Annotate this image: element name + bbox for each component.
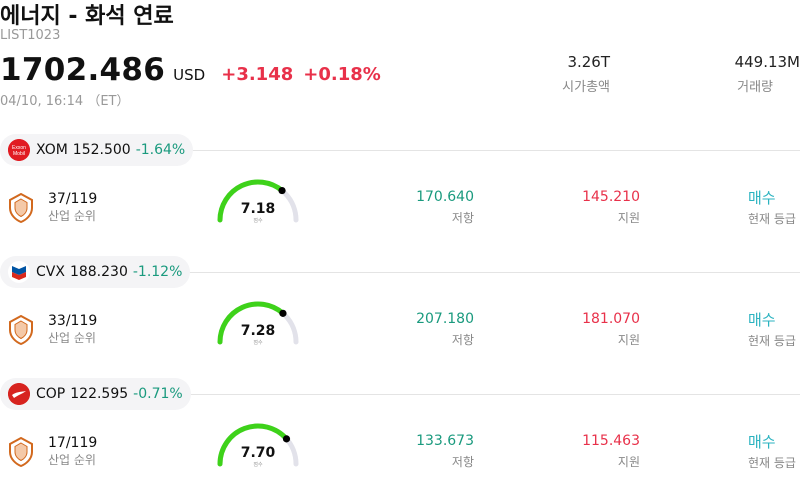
market-cap-value: 3.26T — [567, 53, 610, 71]
conocophillips-logo-icon — [8, 383, 30, 405]
industry-rank-value: 17/119 — [48, 435, 98, 451]
svg-text:Exxon: Exxon — [12, 145, 26, 151]
industry-rank-label: 산업 순위 — [48, 453, 96, 467]
price-row: 1702.486 USD +3.148 +0.18% — [0, 52, 381, 88]
volume-label: 거래량 — [737, 80, 773, 95]
rating-buy: 매수 — [748, 189, 776, 207]
resistance-value: 207.180 — [416, 311, 474, 327]
score-gauge — [217, 179, 299, 223]
stock-pill[interactable]: CVX 188.230 -1.12% — [0, 256, 191, 288]
rating-label: 현재 등급 — [748, 212, 796, 226]
score-gauge — [217, 301, 299, 345]
rating-buy: 매수 — [748, 311, 776, 329]
support-block: 145.210 지원 — [550, 189, 640, 226]
market-cap-stat: 3.26T 시가총액 — [562, 53, 610, 95]
industry-rank-label: 산업 순위 — [48, 331, 96, 345]
score-value: 7.18 — [240, 201, 276, 217]
quote-datetime: 04/10, 16:14 （ET） — [0, 94, 130, 109]
resistance-block: 133.673 저항 — [384, 433, 474, 470]
sector-code: LIST1023 — [0, 28, 61, 43]
stock-symbol: COP — [36, 386, 66, 402]
resistance-value: 133.673 — [416, 433, 474, 449]
market-cap-label: 시가총액 — [562, 80, 610, 95]
chevron-logo-icon — [8, 261, 30, 283]
support-value: 145.210 — [582, 189, 640, 205]
rating-label: 현재 등급 — [748, 334, 796, 348]
resistance-label: 저항 — [451, 211, 474, 225]
currency-label: USD — [173, 66, 206, 84]
volume-stat: 449.13M 거래량 — [735, 53, 800, 95]
industry-rank-value: 33/119 — [48, 313, 98, 329]
stock-price: 188.230 — [69, 264, 128, 280]
shield-rank-icon — [9, 315, 33, 345]
support-value: 115.463 — [582, 433, 640, 449]
section-divider — [186, 394, 800, 395]
gauge-needle-dot — [278, 186, 286, 195]
gauge-fill — [217, 423, 290, 467]
shield-rank-icon — [9, 437, 33, 467]
score-label: 점수 — [253, 218, 263, 224]
gauge-fill — [217, 301, 286, 345]
support-label: 지원 — [617, 455, 640, 469]
price-change: +3.148 — [221, 64, 294, 85]
resistance-label: 저항 — [451, 455, 474, 469]
support-label: 지원 — [617, 211, 640, 225]
score-value: 7.28 — [240, 323, 276, 339]
stock-symbol: CVX — [36, 264, 65, 280]
support-block: 115.463 지원 — [550, 433, 640, 470]
resistance-block: 207.180 저항 — [384, 311, 474, 348]
gauge-needle-dot — [279, 309, 287, 317]
score-label: 점수 — [253, 340, 263, 346]
volume-value: 449.13M — [734, 53, 800, 71]
support-block: 181.070 지원 — [550, 311, 640, 348]
support-label: 지원 — [617, 333, 640, 347]
stock-pill[interactable]: Exxon Mobil XOM 152.500 -1.64% — [0, 134, 194, 166]
resistance-value: 170.640 — [416, 189, 474, 205]
gauge-needle-dot — [282, 435, 291, 443]
stock-change-pct: -0.71% — [133, 386, 183, 402]
stock-symbol: XOM — [36, 142, 68, 158]
sector-title: 에너지 - 화석 연료 — [0, 4, 174, 29]
score-gauge — [217, 423, 299, 467]
stock-change-pct: -1.64% — [135, 142, 186, 158]
stock-header-cop[interactable]: COP 122.595 -0.71% — [0, 377, 191, 411]
sector-price: 1702.486 — [0, 52, 166, 88]
exxonmobil-logo-icon: Exxon Mobil — [8, 139, 30, 161]
stock-price: 122.595 — [70, 386, 129, 402]
score-label: 점수 — [253, 462, 263, 468]
shield-rank-icon — [9, 193, 33, 223]
score-value: 7.70 — [240, 445, 276, 461]
price-change-pct: +0.18% — [303, 64, 381, 85]
stock-price: 152.500 — [72, 142, 131, 158]
stock-header-xom[interactable]: Exxon Mobil XOM 152.500 -1.64% — [0, 133, 194, 167]
gauge-fill — [217, 179, 285, 223]
section-divider — [186, 150, 800, 151]
stock-header-cvx[interactable]: CVX 188.230 -1.12% — [0, 255, 191, 289]
support-value: 181.070 — [582, 311, 640, 327]
rating-label: 현재 등급 — [748, 456, 796, 470]
industry-rank-value: 37/119 — [48, 191, 98, 207]
resistance-label: 저항 — [451, 333, 474, 347]
section-divider — [186, 272, 800, 273]
resistance-block: 170.640 저항 — [384, 189, 474, 226]
stock-pill[interactable]: COP 122.595 -0.71% — [0, 378, 191, 410]
svg-text:Mobil: Mobil — [13, 151, 25, 157]
rating-buy: 매수 — [748, 433, 776, 451]
stock-change-pct: -1.12% — [132, 264, 183, 280]
industry-rank-label: 산업 순위 — [48, 209, 96, 223]
